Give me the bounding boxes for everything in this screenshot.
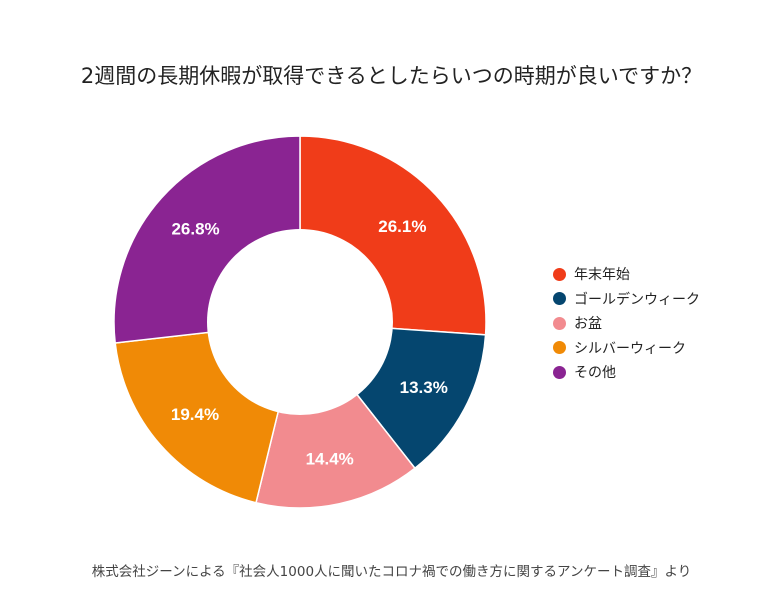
legend: 年末年始ゴールデンウィーク お盆シルバーウィーク その他 xyxy=(553,262,700,385)
legend-label: ゴールデンウィーク xyxy=(574,291,700,308)
legend-item: その他 xyxy=(553,360,700,385)
slice-value-label: 26.8% xyxy=(171,219,219,238)
legend-item: ゴールデンウィーク xyxy=(553,287,700,312)
legend-dot-icon xyxy=(553,267,566,281)
chart-title: 2週間の長期休暇が取得できるとしたらいつの時期が良いですか？ xyxy=(80,64,703,88)
legend-label: シルバーウィーク xyxy=(574,340,686,357)
slice-value-label: 13.3% xyxy=(400,378,448,397)
legend-label: 年末年始 xyxy=(574,267,630,284)
source-footnote: 株式会社ジーンによる『社会人1000人に聞いたコロナ禍での働き方に関するアンケー… xyxy=(91,564,692,580)
slice-value-label: 19.4% xyxy=(171,405,219,424)
slice-value-label: 26.1% xyxy=(378,217,426,236)
legend-item: お盆 xyxy=(553,311,700,336)
legend-dot-icon xyxy=(553,292,566,306)
slice-value-label: 14.4% xyxy=(306,449,354,468)
legend-dot-icon xyxy=(553,316,566,330)
legend-dot-icon xyxy=(553,365,566,379)
labels-group: 26.1% 13.3% 14.4% 19.4% 26.8% xyxy=(171,217,448,468)
legend-dot-icon xyxy=(553,341,566,355)
legend-item: シルバーウィーク xyxy=(553,336,700,361)
donut-hole xyxy=(207,229,393,415)
legend-label: お盆 xyxy=(574,316,602,333)
legend-item: 年末年始 xyxy=(553,262,700,287)
legend-label: その他 xyxy=(574,365,616,382)
